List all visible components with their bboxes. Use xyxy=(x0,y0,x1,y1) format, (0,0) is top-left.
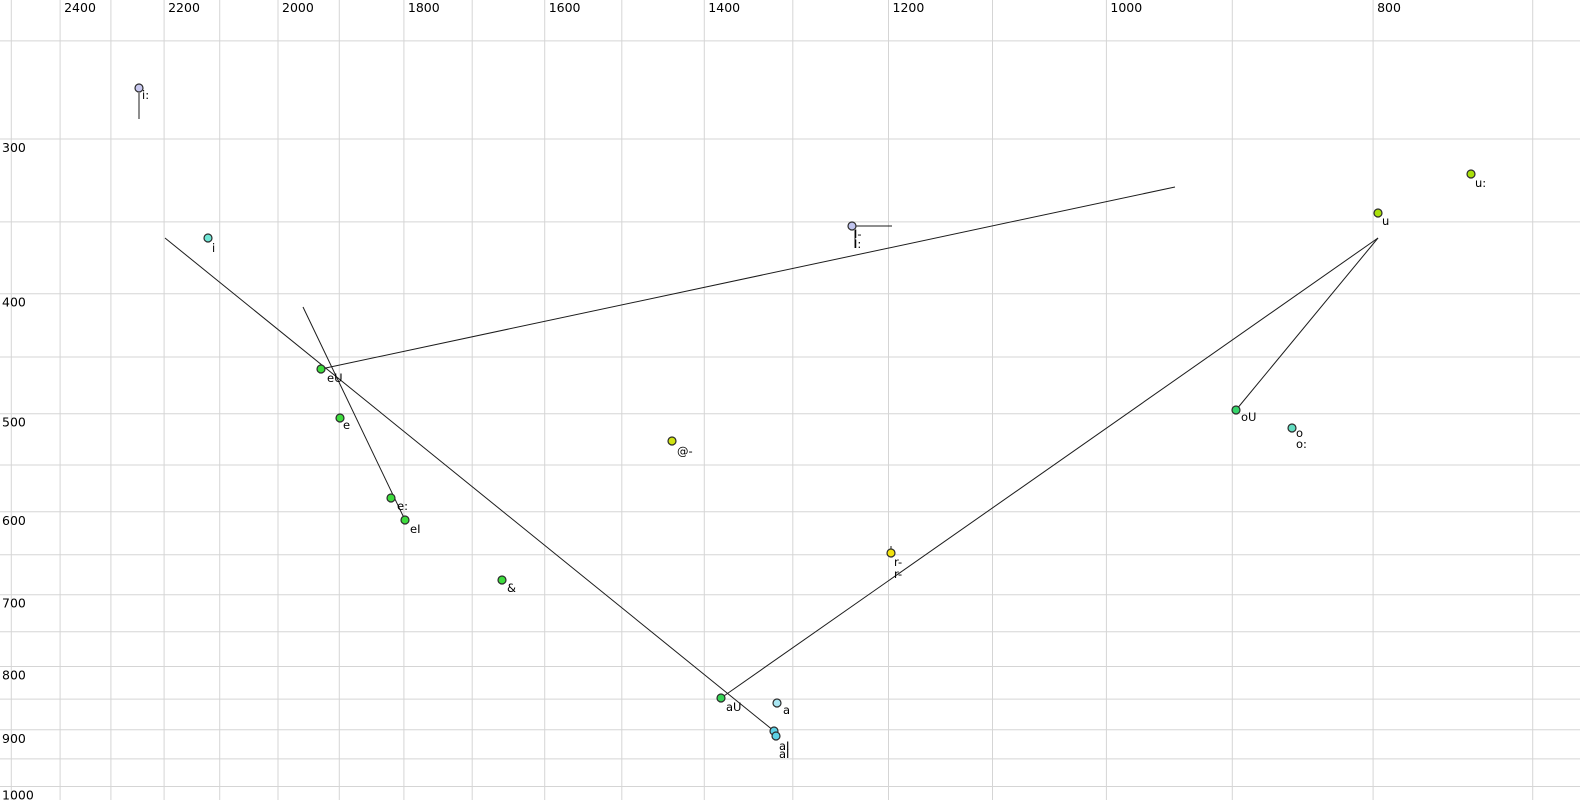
vowel-label-i-long: i: xyxy=(142,88,149,102)
trajectory-aU xyxy=(720,237,1379,699)
vowel-point-e[interactable] xyxy=(335,413,345,423)
vowel-label-u: u xyxy=(1382,214,1389,228)
vowel-label-o-long-2: o: xyxy=(1296,437,1307,451)
tick-label-f1-400: 400 xyxy=(2,295,26,310)
vowel-point-u-long[interactable] xyxy=(1466,169,1476,179)
vowel-label-e: e xyxy=(343,418,350,432)
vowel-point-e-long[interactable] xyxy=(386,493,396,503)
vowel-label-I-2: I: xyxy=(854,237,861,251)
vowel-point-a[interactable] xyxy=(772,698,782,708)
tick-label-f2-1200: 1200 xyxy=(893,0,925,15)
tick-label-f2-1800: 1800 xyxy=(408,0,440,15)
vowel-label-eU: eU xyxy=(327,371,343,385)
trajectory-eU xyxy=(320,186,1176,370)
tick-label-f1-800: 800 xyxy=(2,668,26,683)
vowel-label-r-1: r- xyxy=(894,555,902,569)
trajectory-aI xyxy=(164,237,775,732)
vowel-label-e-long: e: xyxy=(397,499,408,513)
tick-label-f2-1600: 1600 xyxy=(549,0,581,15)
vowel-label-aU: aU xyxy=(726,700,741,714)
vowel-point-eI[interactable] xyxy=(400,515,410,525)
vowel-point-u[interactable] xyxy=(1373,208,1383,218)
vowel-point-o-long[interactable] xyxy=(1287,423,1297,433)
vowel-point-schwa[interactable] xyxy=(667,436,677,446)
tick-label-f1-500: 500 xyxy=(2,415,26,430)
tick-label-f2-1400: 1400 xyxy=(708,0,740,15)
vowel-label-ae: & xyxy=(507,581,516,595)
vowel-point-i-long[interactable] xyxy=(134,83,144,93)
vowel-point-aU[interactable] xyxy=(716,693,726,703)
vowel-label-aI-2: aI xyxy=(779,747,789,761)
vowel-point-i[interactable] xyxy=(203,233,213,243)
tick-label-f2-1000: 1000 xyxy=(1110,0,1142,15)
vowel-point-ae[interactable] xyxy=(497,575,507,585)
vowel-label-o-long-1: o xyxy=(1296,426,1303,440)
vowel-point-aI-2[interactable] xyxy=(771,731,781,741)
vowel-label-a: a xyxy=(783,703,790,717)
vowel-label-i: i xyxy=(212,241,215,255)
tick-label-f2-2200: 2200 xyxy=(168,0,200,15)
vowel-point-oU[interactable] xyxy=(1231,405,1241,415)
tick-label-f1-700: 700 xyxy=(2,596,26,611)
trajectory-eI xyxy=(302,306,406,521)
vowel-label-I-1: I- xyxy=(854,227,862,241)
vowel-label-eI: eI xyxy=(410,522,420,536)
vowel-label-schwa: @- xyxy=(677,444,693,458)
vowel-label-aI-1: aI xyxy=(779,739,789,753)
trajectory-oU xyxy=(1235,237,1379,411)
vowel-point-eU[interactable] xyxy=(316,364,326,374)
vowel-point-I[interactable] xyxy=(847,221,857,231)
vowel-label-u-long: u: xyxy=(1475,176,1486,190)
tick-label-f1-900: 900 xyxy=(2,731,26,746)
tick-label-f1-300: 300 xyxy=(2,140,26,155)
tick-label-f2-2000: 2000 xyxy=(282,0,314,15)
vowel-label-oU: oU xyxy=(1241,410,1256,424)
tick-label-f1-600: 600 xyxy=(2,513,26,528)
tick-label-f2-800: 800 xyxy=(1377,0,1401,15)
tick-label-f1-1000: 1000 xyxy=(2,788,34,800)
vowel-point-r[interactable] xyxy=(886,548,896,558)
tick-label-f2-2400: 2400 xyxy=(64,0,96,15)
vowel-label-r-2: r- xyxy=(894,567,902,581)
